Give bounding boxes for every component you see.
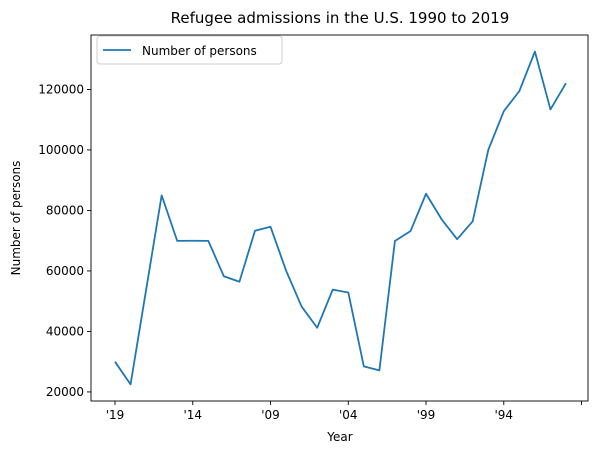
- y-tick-label: 60000: [46, 264, 84, 278]
- y-tick-label: 100000: [38, 143, 84, 157]
- y-tick-label: 120000: [38, 82, 84, 96]
- series-line-number-of-persons: [114, 50, 567, 386]
- x-tick-label: '94: [495, 408, 514, 422]
- x-tick-label: '19: [106, 408, 125, 422]
- y-tick-label: 40000: [46, 324, 84, 338]
- x-tick-label: '04: [339, 408, 358, 422]
- plot-area: [114, 50, 567, 386]
- axes: 20000 40000 60000 80000 100000 120000 '19 '14 '0…: [38, 34, 589, 422]
- chart-title: Refugee admissions in the U.S. 1990 to 2…: [171, 9, 510, 27]
- y-tick-label: 80000: [46, 203, 84, 217]
- x-axis-label: Year: [326, 430, 352, 444]
- y-axis-label: Number of persons: [9, 161, 23, 276]
- y-tick-label: 20000: [46, 385, 84, 399]
- legend-box: [96, 35, 283, 65]
- axes-frame: [90, 34, 589, 402]
- x-tick-label: '09: [261, 408, 280, 422]
- x-tick-label: '14: [183, 408, 202, 422]
- x-tick-label: '99: [417, 408, 436, 422]
- legend: Number of persons: [96, 35, 283, 65]
- legend-label: Number of persons: [142, 44, 257, 58]
